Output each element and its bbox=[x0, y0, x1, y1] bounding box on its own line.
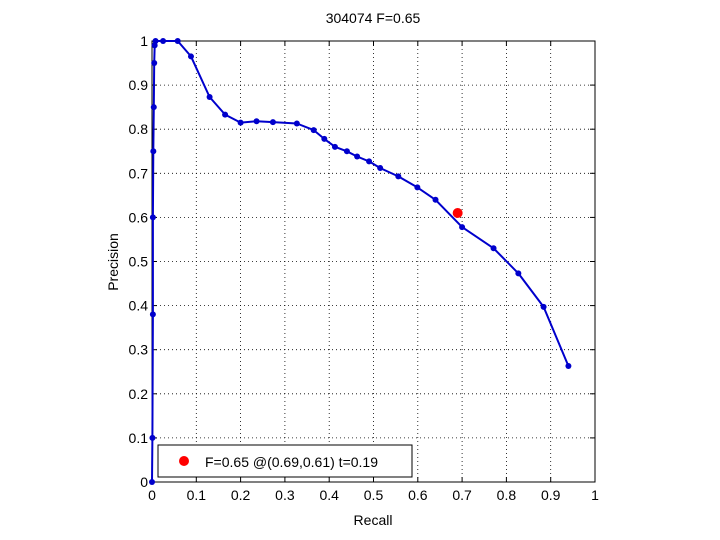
data-point bbox=[150, 104, 157, 111]
data-point bbox=[395, 173, 402, 180]
data-point bbox=[160, 38, 167, 44]
data-point bbox=[414, 184, 421, 191]
y-tick-label: 0.8 bbox=[129, 121, 149, 137]
data-point bbox=[366, 158, 373, 165]
data-point bbox=[310, 127, 317, 134]
data-point bbox=[540, 303, 547, 310]
y-axis-label: Precision bbox=[105, 233, 121, 291]
data-point bbox=[269, 119, 276, 126]
x-tick-label: 0.3 bbox=[275, 487, 295, 503]
y-tick-label: 0.4 bbox=[129, 298, 149, 314]
data-point bbox=[490, 245, 497, 252]
x-axis-label: Recall bbox=[354, 512, 393, 528]
data-point bbox=[150, 148, 157, 155]
data-point bbox=[565, 363, 572, 370]
data-point bbox=[222, 111, 229, 118]
legend-label: F=0.65 @(0.69,0.61) t=0.19 bbox=[205, 454, 378, 470]
x-tick-label: 0.8 bbox=[497, 487, 517, 503]
data-point bbox=[149, 311, 156, 318]
data-point bbox=[253, 118, 260, 125]
data-point bbox=[354, 153, 361, 160]
x-tick-labels: 0 0.1 0.2 0.3 0.4 0.5 0.6 0.7 0.8 0.9 1 bbox=[148, 487, 599, 503]
data-point bbox=[343, 148, 350, 155]
y-tick-label: 0.7 bbox=[129, 165, 149, 181]
chart-title: 304074 F=0.65 bbox=[326, 10, 421, 26]
data-point bbox=[459, 224, 466, 231]
y-tick-label: 1 bbox=[140, 33, 148, 49]
legend: F=0.65 @(0.69,0.61) t=0.19 bbox=[157, 444, 413, 478]
y-tick-label: 0.6 bbox=[129, 209, 149, 225]
x-tick-label: 1 bbox=[591, 487, 599, 503]
x-tick-label: 0.2 bbox=[231, 487, 251, 503]
best-f-point bbox=[452, 207, 463, 218]
tick-marks bbox=[151, 40, 596, 483]
data-point bbox=[321, 135, 328, 142]
series-layer bbox=[149, 38, 572, 485]
y-tick-label: 0.9 bbox=[129, 77, 149, 93]
legend-box bbox=[157, 444, 413, 478]
x-tick-label: 0.1 bbox=[187, 487, 207, 503]
y-tick-label: 0.5 bbox=[129, 254, 149, 270]
y-tick-labels: 0 0.1 0.2 0.3 0.4 0.5 0.6 0.7 0.8 0.9 1 bbox=[129, 33, 149, 490]
data-point bbox=[515, 270, 522, 277]
x-tick-label: 0.4 bbox=[319, 487, 339, 503]
x-tick-label: 0 bbox=[148, 487, 156, 503]
y-tick-label: 0.2 bbox=[129, 386, 149, 402]
data-point bbox=[151, 60, 158, 67]
data-point bbox=[149, 479, 155, 485]
legend-marker bbox=[179, 456, 189, 466]
data-point bbox=[237, 119, 244, 126]
data-point bbox=[149, 214, 156, 221]
y-tick-label: 0.3 bbox=[129, 342, 149, 358]
x-tick-label: 0.7 bbox=[452, 487, 472, 503]
data-point bbox=[174, 38, 181, 44]
y-tick-label: 0.1 bbox=[129, 430, 149, 446]
x-tick-label: 0.9 bbox=[541, 487, 561, 503]
data-point bbox=[293, 120, 300, 127]
data-point bbox=[152, 38, 159, 44]
data-point bbox=[149, 434, 156, 441]
data-point bbox=[206, 94, 213, 101]
data-point bbox=[432, 196, 439, 203]
best-point-layer bbox=[452, 207, 463, 218]
data-point bbox=[187, 53, 194, 60]
x-tick-label: 0.5 bbox=[364, 487, 384, 503]
data-point bbox=[331, 143, 338, 150]
data-point bbox=[377, 165, 384, 172]
y-tick-label: 0 bbox=[140, 474, 148, 490]
x-tick-label: 0.6 bbox=[408, 487, 428, 503]
